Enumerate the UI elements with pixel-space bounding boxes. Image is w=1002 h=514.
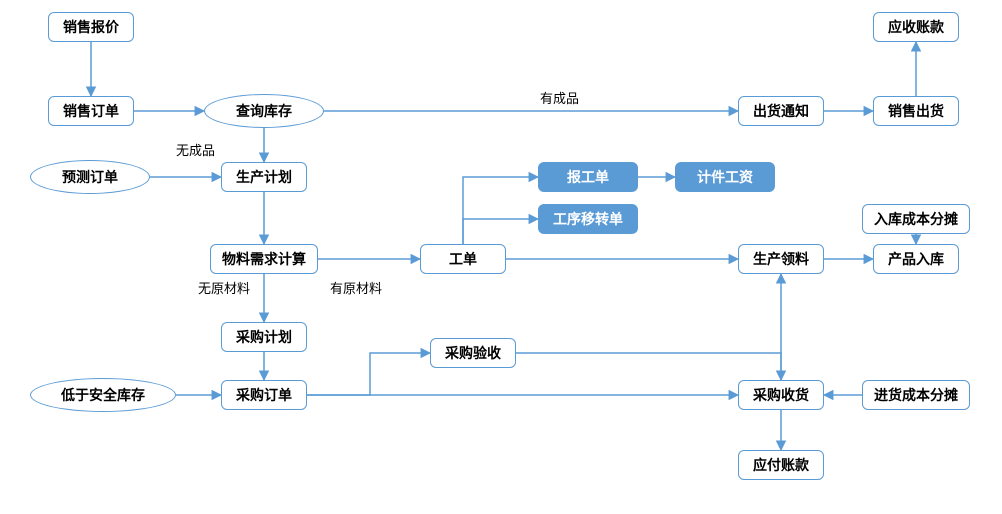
node-prod_pick: 生产领料 xyxy=(738,244,824,274)
node-prod_in: 产品入库 xyxy=(873,244,959,274)
node-check_stock: 查询库存 xyxy=(204,94,324,128)
node-ship_notice: 出货通知 xyxy=(738,96,824,126)
node-sales_order: 销售订单 xyxy=(48,96,134,126)
edge-label-0: 有成品 xyxy=(540,88,579,107)
node-forecast_order: 预测订单 xyxy=(30,160,150,194)
node-mrp: 物料需求计算 xyxy=(210,244,318,274)
node-work_order: 工单 xyxy=(420,244,506,274)
node-purch_order: 采购订单 xyxy=(221,380,307,410)
edge-work_order-to-process_transfer xyxy=(463,219,538,244)
node-purch_receive: 采购收货 xyxy=(738,380,824,410)
node-prod_plan: 生产计划 xyxy=(221,162,307,192)
node-sales_quote: 销售报价 xyxy=(48,12,134,42)
node-in_cost_alloc: 入库成本分摊 xyxy=(862,204,970,234)
node-ap: 应付账款 xyxy=(738,450,824,480)
edge-label-2: 有原材料 xyxy=(330,278,382,297)
node-process_transfer: 工序移转单 xyxy=(538,204,638,234)
node-piece_wage: 计件工资 xyxy=(675,162,775,192)
node-below_safety: 低于安全库存 xyxy=(30,378,176,412)
edge-purch_order-to-purch_inspect xyxy=(307,353,430,395)
node-purch_inspect: 采购验收 xyxy=(430,338,516,368)
edge-label-3: 无原材料 xyxy=(198,278,250,297)
node-purch_plan: 采购计划 xyxy=(221,322,307,352)
node-work_report: 报工单 xyxy=(538,162,638,192)
edge-label-1: 无成品 xyxy=(176,140,215,159)
node-ar: 应收账款 xyxy=(873,12,959,42)
node-recv_cost_alloc: 进货成本分摊 xyxy=(862,380,970,410)
edge-purch_inspect-to-purch_receive xyxy=(516,353,781,380)
node-sales_ship: 销售出货 xyxy=(873,96,959,126)
edge-work_order-to-work_report xyxy=(463,177,538,244)
